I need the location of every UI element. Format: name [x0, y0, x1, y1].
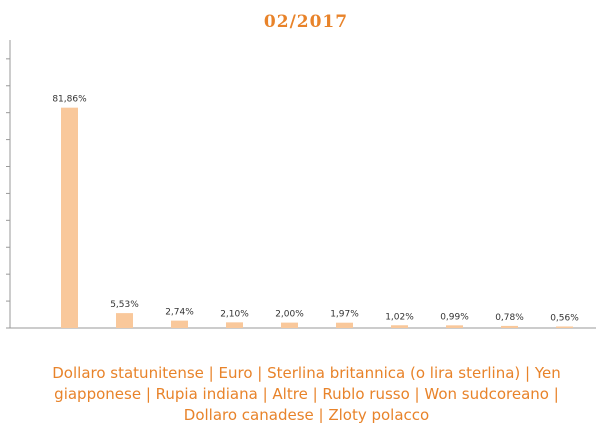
legend-separator: | — [252, 364, 268, 382]
bar — [281, 322, 298, 328]
legend-caption: Dollaro statunitense | Euro | Sterlina b… — [40, 363, 573, 423]
bar — [171, 320, 188, 328]
bar — [501, 325, 518, 328]
legend-entry: Altre — [272, 385, 308, 403]
legend-entry: Sterlina britannica (o lira sterlina) — [267, 364, 521, 382]
bar — [116, 313, 133, 328]
value-label: 5,53% — [110, 300, 139, 310]
bar — [226, 322, 243, 328]
value-label: 0,99% — [440, 312, 469, 322]
legend-entry: Dollaro canadese — [183, 406, 314, 423]
legend-entry: Won sudcoreano — [424, 385, 549, 403]
value-label: 0,56% — [550, 313, 579, 323]
legend-separator: | — [257, 385, 273, 403]
value-label: 81,86% — [52, 95, 87, 105]
legend-entry: Yen giapponese — [54, 364, 561, 403]
value-label: 1,97% — [330, 310, 359, 320]
chart-title: 02/2017 — [264, 12, 348, 32]
legend-separator: | — [549, 385, 564, 403]
bar — [556, 326, 573, 328]
value-label: 2,00% — [275, 310, 304, 320]
legend-entry: Dollaro statunitense — [52, 364, 204, 382]
legend-separator: | — [203, 364, 219, 382]
value-label: 2,10% — [220, 309, 249, 319]
value-label: 0,78% — [495, 313, 524, 323]
bar — [391, 325, 408, 328]
legend-separator: | — [409, 385, 425, 403]
legend-separator: | — [313, 406, 329, 423]
legend-entry: Rupia indiana — [155, 385, 258, 403]
bar — [446, 325, 463, 328]
legend-separator: | — [141, 385, 156, 403]
legend-separator: | — [520, 364, 535, 382]
legend-entry: Euro — [218, 364, 253, 382]
bar — [61, 107, 78, 329]
legend-entry: Rublo russo — [322, 385, 410, 403]
chart: 02/2017 81,86% 5,53% 2,74% 2,10% 2,00% 1,97% 1… — [6, 12, 596, 329]
value-label: 1,02% — [385, 312, 414, 322]
legend-separator: | — [307, 385, 323, 403]
bar — [336, 322, 353, 328]
value-label: 2,74% — [165, 308, 194, 318]
legend-entry: Zloty polacco — [328, 406, 430, 423]
